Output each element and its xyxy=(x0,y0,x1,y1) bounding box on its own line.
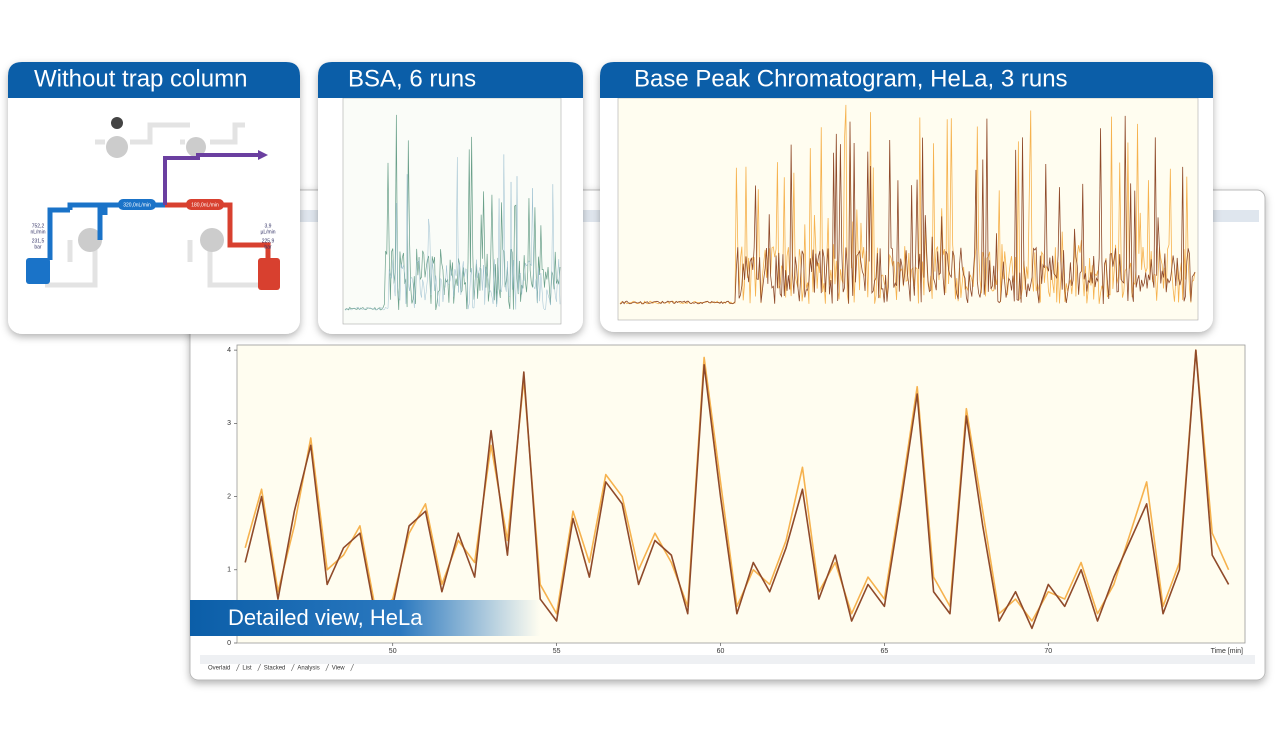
tab-separator xyxy=(291,663,295,672)
valves xyxy=(78,117,224,252)
x-axis-label: Time [min] xyxy=(1211,648,1243,655)
panel-body xyxy=(8,62,300,334)
panel-bsa: BSA, 6 runs xyxy=(318,62,583,334)
decorative-trace xyxy=(344,154,561,311)
value-text: 752,2 xyxy=(32,223,45,229)
value-text: 225,9 xyxy=(262,238,275,244)
panel-title: Without trap column xyxy=(34,65,247,92)
tab: List xyxy=(242,666,252,672)
panel-header xyxy=(318,62,583,98)
purple-line xyxy=(163,153,258,205)
trace xyxy=(244,349,1230,630)
y-tick-label: 1 xyxy=(227,567,231,574)
flow-badge xyxy=(118,199,156,210)
mini-chart xyxy=(619,104,1196,305)
blue-line xyxy=(85,202,103,240)
x-tick-label: 50 xyxy=(389,648,397,655)
flow-badge xyxy=(186,199,224,210)
panel-title: Base Peak Chromatogram, HeLa, 3 runs xyxy=(634,65,1068,92)
tab: View xyxy=(332,666,346,672)
panel-diagram: Without trap column 320,0nL/min 180,0nL/… xyxy=(8,62,300,334)
tab: Stacked xyxy=(264,666,286,672)
tab-bar: Overlaid List Stacked Analysis View xyxy=(208,663,354,672)
panel-title: BSA, 6 runs xyxy=(348,65,476,92)
tab-separator xyxy=(257,663,261,672)
detail-chart: 0 1 2 3 4 50 55 60 65 70 Time [min] xyxy=(227,347,1243,655)
y-tick-label: 2 xyxy=(227,493,231,500)
tubing xyxy=(45,122,270,288)
x-tick-label: 70 xyxy=(1044,648,1052,655)
unit-text: µL/min xyxy=(260,229,275,235)
flow-label: 320,0nL/min xyxy=(123,202,151,208)
banner-text: Detailed view, HeLa xyxy=(228,605,423,630)
panel-header xyxy=(8,62,300,98)
trace xyxy=(244,349,1230,622)
mini-plot xyxy=(342,97,562,325)
panel-basepeak: Base Peak Chromatogram, HeLa, 3 runs xyxy=(600,62,1213,332)
x-tick-label: 65 xyxy=(881,648,889,655)
x-tick-label: 60 xyxy=(717,648,725,655)
status-toolbar xyxy=(200,655,1255,664)
panel-header xyxy=(600,62,1213,98)
y-tick-label: 4 xyxy=(227,347,231,354)
tab-separator xyxy=(325,663,329,672)
arrow-head xyxy=(258,150,268,160)
unit-text: bar xyxy=(264,244,272,250)
tab: Overlaid xyxy=(208,666,230,672)
banner xyxy=(190,600,540,636)
decorative-trace xyxy=(344,114,561,311)
tab-separator xyxy=(236,663,240,672)
reservoir xyxy=(258,258,280,290)
unit-text: bar xyxy=(34,244,42,250)
tab: Analysis xyxy=(297,666,319,672)
unit-text: nL/min xyxy=(30,229,45,235)
x-tick-label: 55 xyxy=(553,648,561,655)
decorative-trace xyxy=(619,115,1196,305)
plot-area xyxy=(236,344,1246,644)
tab-separator xyxy=(350,663,354,672)
flow-label: 180,0nL/min xyxy=(191,202,219,208)
value-text: 231,5 xyxy=(32,238,45,244)
reservoir xyxy=(26,258,50,284)
y-tick-label: 0 xyxy=(227,640,231,647)
y-tick-label: 3 xyxy=(227,420,231,427)
value-text: 3,9 xyxy=(265,223,272,229)
mini-chart xyxy=(344,114,561,311)
